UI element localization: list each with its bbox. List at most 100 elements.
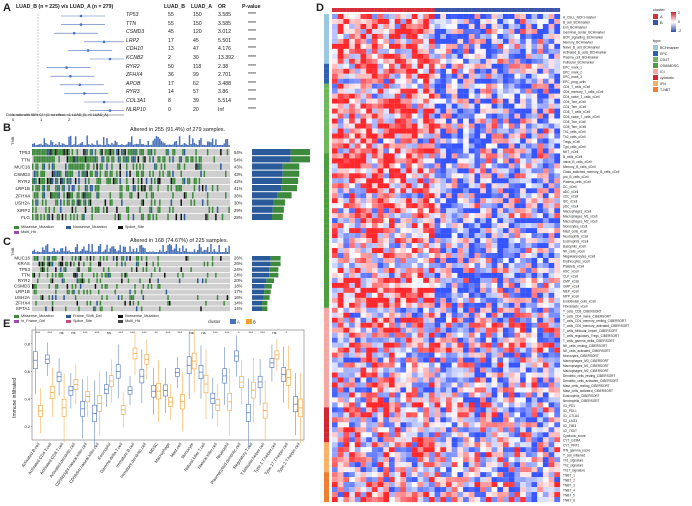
onco-cell	[56, 177, 59, 185]
heatmap-cell	[417, 228, 424, 234]
heatmap-cell	[389, 347, 395, 353]
onco-pct-label: 41%	[234, 186, 243, 191]
onco-cell	[211, 206, 214, 213]
heatmap-cell	[520, 168, 526, 174]
heatmap-cell	[508, 163, 515, 169]
heatmap-cell	[417, 73, 424, 79]
heatmap-cell	[485, 33, 492, 39]
heatmap-cell	[343, 33, 350, 39]
onco-cell	[86, 185, 88, 192]
heatmap-cell	[548, 412, 555, 418]
heatmap-cell	[423, 213, 429, 219]
heatmap-cell	[354, 178, 361, 184]
heatmap-cell	[468, 238, 475, 244]
heatmap-cell	[548, 63, 555, 69]
heatmap-cell	[371, 193, 378, 199]
heatmap-cell	[468, 218, 475, 224]
heatmap-cell	[548, 38, 555, 44]
heatmap-cell	[428, 38, 435, 44]
heatmap-cell	[457, 362, 464, 368]
heatmap-cell	[468, 392, 475, 398]
heatmap-cell	[485, 53, 492, 59]
heatmap-cell	[389, 63, 395, 69]
heatmap-cell	[434, 198, 441, 204]
onco-cell	[182, 177, 184, 185]
heatmap-cell	[451, 442, 458, 448]
tmb-bar	[32, 143, 34, 147]
heatmap-cell	[497, 447, 504, 453]
heatmap-cell	[389, 183, 395, 189]
heatmap-cell	[514, 28, 521, 35]
onco-cell	[33, 289, 36, 295]
heatmap-cell	[406, 183, 412, 189]
onco-side-bar-green	[263, 295, 270, 300]
onco-cell	[46, 261, 49, 267]
heatmap-cell	[514, 352, 521, 358]
heatmap-cell	[343, 447, 350, 453]
onco-cell	[132, 300, 135, 306]
heatmap-cell	[389, 148, 395, 154]
panel-a-cell-b: 55	[168, 12, 174, 18]
sig-label: ns	[107, 330, 111, 335]
heatmap-cell	[508, 422, 515, 428]
panel-a-cell-gene: LRP2	[126, 37, 139, 44]
heatmap-cell	[503, 58, 509, 64]
heatmap-cell	[417, 33, 424, 39]
heatmap-cell	[337, 178, 344, 184]
onco-cell	[65, 149, 67, 156]
onco-cell	[142, 199, 145, 206]
heatmap-cell	[485, 163, 492, 169]
heatmap-cell	[406, 447, 412, 453]
heatmap-cell	[537, 133, 543, 139]
heatmap-cell	[485, 317, 492, 323]
heatmap-cell	[525, 292, 532, 298]
heatmap-cell	[525, 58, 532, 64]
heatmap-cell	[457, 113, 464, 119]
onco-cell	[99, 261, 102, 267]
tmb-bar	[117, 144, 120, 147]
heatmap-cell	[480, 48, 486, 54]
heatmap-cell	[417, 143, 424, 149]
heatmap-cell	[389, 267, 395, 274]
forest-tick-label: 2	[68, 117, 71, 122]
heatmap-cell	[337, 143, 344, 149]
heatmap-cell	[531, 347, 538, 353]
onco-cell	[50, 192, 52, 199]
heatmap-cell	[485, 253, 492, 259]
heatmap-cell	[377, 262, 384, 269]
heatmap-cell	[554, 302, 561, 308]
heatmap-cell	[520, 382, 526, 388]
heatmap-cell	[514, 203, 521, 209]
heatmap-cell	[360, 43, 367, 49]
heatmap-cell	[394, 397, 401, 403]
heatmap-cell	[537, 377, 543, 383]
heatmap-cell	[554, 23, 561, 30]
heatmap-cell	[451, 14, 458, 20]
onco-cell	[159, 177, 161, 185]
heatmap-cell	[514, 33, 521, 39]
heatmap-cell	[508, 118, 515, 124]
heatmap-cell	[383, 148, 390, 154]
heatmap-cell	[417, 208, 424, 214]
heatmap-cell	[360, 168, 367, 174]
heatmap-cell	[360, 432, 367, 438]
tmb-bar	[206, 247, 209, 254]
heatmap-cell	[503, 23, 509, 30]
heatmap-cell	[451, 188, 458, 194]
heatmap-cell	[343, 302, 350, 308]
heatmap-cell	[503, 352, 509, 358]
heatmap-cell	[451, 163, 458, 169]
onco-cell	[152, 261, 154, 267]
cluster-bar	[483, 8, 486, 12]
heatmap-cell	[463, 48, 469, 54]
heatmap-cell	[440, 128, 447, 134]
heatmap-cell	[548, 233, 555, 239]
onco-cell	[159, 156, 161, 163]
heatmap-cell	[451, 262, 458, 269]
heatmap-cell	[440, 33, 447, 39]
heatmap-cell	[491, 412, 498, 418]
heatmap-cell	[525, 123, 532, 129]
heatmap-cell	[485, 153, 492, 159]
heatmap-cell	[428, 228, 435, 234]
heatmap-cell	[480, 447, 486, 453]
